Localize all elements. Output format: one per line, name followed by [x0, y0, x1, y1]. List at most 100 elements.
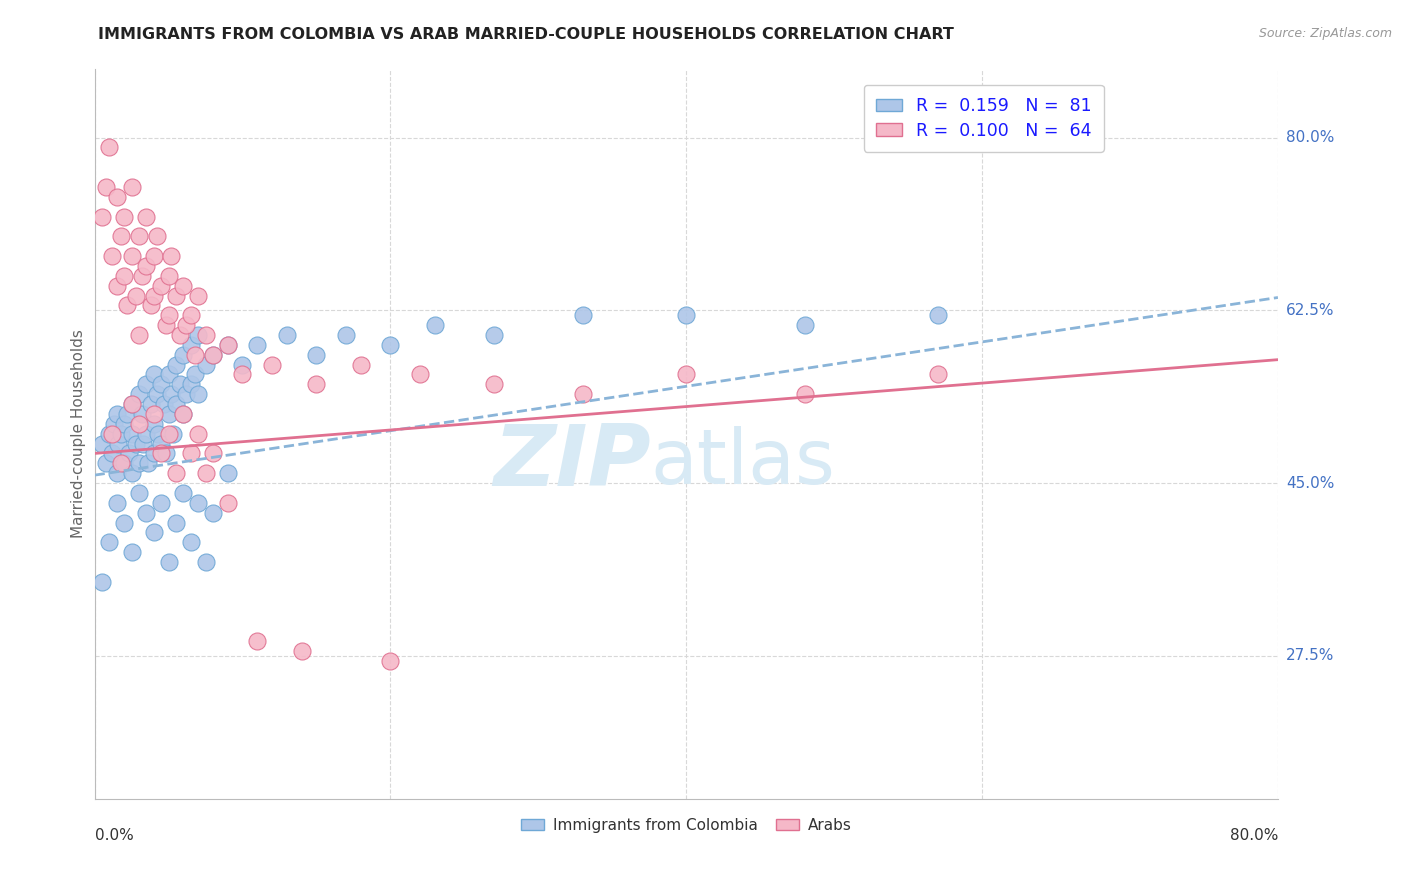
Point: [380, 338, 402, 352]
Point: [157, 426, 180, 441]
Point: [184, 368, 207, 382]
Point: [201, 506, 224, 520]
Point: [174, 318, 197, 332]
Point: [187, 426, 209, 441]
Point: [91, 574, 114, 589]
Point: [142, 368, 165, 382]
Point: [350, 358, 373, 372]
Point: [128, 456, 150, 470]
Point: [793, 387, 815, 401]
Point: [165, 516, 187, 530]
Point: [115, 298, 138, 312]
Point: [169, 328, 191, 343]
Point: [160, 249, 183, 263]
Legend: Immigrants from Colombia, Arabs: Immigrants from Colombia, Arabs: [515, 812, 858, 838]
Point: [409, 368, 432, 382]
Point: [927, 368, 949, 382]
Point: [96, 456, 118, 470]
Point: [131, 407, 153, 421]
Point: [231, 358, 253, 372]
Point: [276, 328, 298, 343]
Point: [121, 466, 143, 480]
Point: [165, 397, 187, 411]
Point: [187, 387, 209, 401]
Point: [110, 426, 132, 441]
Point: [305, 377, 328, 392]
Point: [187, 288, 209, 302]
Point: [184, 348, 207, 362]
Point: [246, 634, 269, 648]
Text: 80.0%: 80.0%: [1286, 130, 1334, 145]
Point: [101, 446, 124, 460]
Point: [157, 268, 180, 283]
Point: [927, 308, 949, 322]
Point: [128, 486, 150, 500]
Point: [201, 348, 224, 362]
Point: [105, 466, 128, 480]
Text: 0.0%: 0.0%: [94, 828, 134, 843]
Point: [142, 446, 165, 460]
Point: [246, 338, 269, 352]
Point: [231, 368, 253, 382]
Point: [115, 407, 138, 421]
Point: [194, 555, 217, 569]
Point: [117, 446, 139, 460]
Point: [172, 407, 194, 421]
Point: [112, 210, 135, 224]
Point: [128, 328, 150, 343]
Point: [121, 426, 143, 441]
Text: IMMIGRANTS FROM COLOMBIA VS ARAB MARRIED-COUPLE HOUSEHOLDS CORRELATION CHART: IMMIGRANTS FROM COLOMBIA VS ARAB MARRIED…: [98, 27, 955, 42]
Point: [675, 308, 697, 322]
Point: [98, 140, 121, 154]
Point: [482, 377, 505, 392]
Point: [180, 308, 202, 322]
Point: [142, 288, 165, 302]
Point: [107, 436, 129, 450]
Point: [125, 436, 148, 450]
Point: [423, 318, 446, 332]
Point: [180, 535, 202, 549]
Point: [291, 644, 314, 658]
Point: [121, 397, 143, 411]
Point: [201, 446, 224, 460]
Point: [142, 525, 165, 540]
Point: [305, 348, 328, 362]
Point: [105, 278, 128, 293]
Point: [135, 426, 157, 441]
Point: [145, 229, 167, 244]
Point: [172, 486, 194, 500]
Point: [105, 190, 128, 204]
Point: [201, 348, 224, 362]
Point: [105, 407, 128, 421]
Text: 45.0%: 45.0%: [1286, 475, 1334, 491]
Point: [217, 466, 239, 480]
Point: [121, 397, 143, 411]
Point: [101, 249, 124, 263]
Point: [482, 328, 505, 343]
Point: [157, 308, 180, 322]
Point: [169, 377, 191, 392]
Point: [142, 417, 165, 431]
Point: [139, 298, 162, 312]
Point: [136, 456, 159, 470]
Point: [112, 417, 135, 431]
Point: [217, 338, 239, 352]
Point: [128, 417, 150, 431]
Point: [150, 436, 173, 450]
Point: [172, 278, 194, 293]
Point: [148, 426, 170, 441]
Point: [135, 259, 157, 273]
Point: [135, 506, 157, 520]
Point: [145, 387, 167, 401]
Point: [172, 348, 194, 362]
Point: [121, 180, 143, 194]
Point: [142, 407, 165, 421]
Text: Source: ZipAtlas.com: Source: ZipAtlas.com: [1258, 27, 1392, 40]
Point: [150, 278, 173, 293]
Point: [135, 210, 157, 224]
Point: [110, 456, 132, 470]
Point: [160, 387, 183, 401]
Point: [101, 426, 124, 441]
Point: [121, 249, 143, 263]
Point: [103, 417, 125, 431]
